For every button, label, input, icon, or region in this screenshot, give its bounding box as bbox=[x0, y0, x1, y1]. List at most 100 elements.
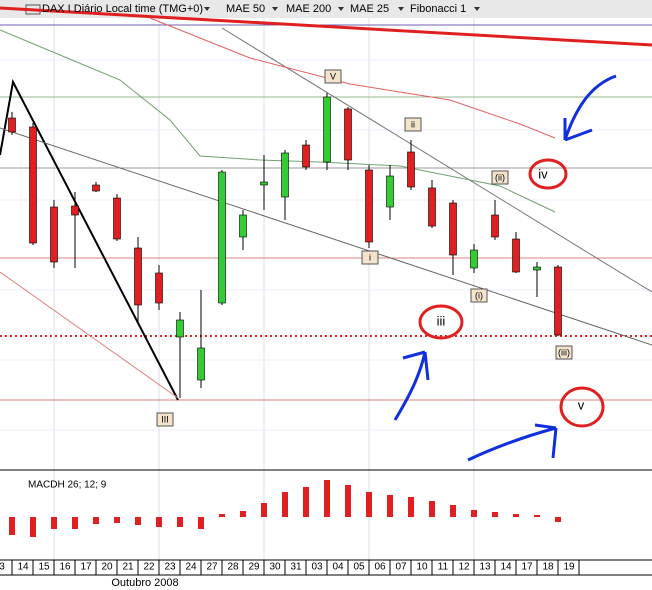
toolbar-item: Fibonacci 1 bbox=[410, 3, 466, 15]
macd-bar bbox=[51, 517, 57, 529]
circle-mark bbox=[559, 386, 605, 428]
macd-bar bbox=[177, 517, 183, 527]
macd-bar bbox=[135, 517, 141, 525]
macd-bar bbox=[387, 495, 393, 517]
candle-body bbox=[512, 238, 520, 273]
wave-label-box bbox=[156, 412, 174, 427]
macd-bar bbox=[72, 517, 78, 529]
toolbar-item: DAX I Diário Local time (TMG+0) bbox=[42, 3, 203, 15]
x-tick-label: 17 bbox=[80, 562, 92, 573]
x-tick-label: 22 bbox=[143, 562, 155, 573]
dropdown-arrow bbox=[338, 7, 344, 11]
candle-body bbox=[239, 214, 247, 238]
macd-bar bbox=[555, 517, 561, 522]
x-axis-label: Outubro 2008 bbox=[111, 577, 178, 589]
macd-bar bbox=[450, 505, 456, 517]
x-tick-label: 14 bbox=[500, 562, 512, 573]
x-tick-label: 10 bbox=[416, 562, 428, 573]
wave-label-box bbox=[361, 250, 379, 265]
candle-body bbox=[92, 184, 100, 192]
x-tick-label: 18 bbox=[542, 562, 554, 573]
toolbar-item: MAE 200 bbox=[286, 3, 331, 15]
trend-line bbox=[0, 6, 652, 47]
candle-body bbox=[134, 247, 142, 306]
macd-bar bbox=[324, 480, 330, 517]
macd-bar bbox=[303, 487, 309, 517]
candle-body bbox=[470, 249, 478, 269]
x-tick-label: 16 bbox=[59, 562, 71, 573]
candle-body bbox=[155, 272, 163, 304]
macd-bar bbox=[93, 517, 99, 524]
candle-body bbox=[449, 202, 457, 256]
macd-bar bbox=[30, 517, 36, 537]
candle-body bbox=[344, 108, 352, 161]
x-tick-label: 06 bbox=[374, 562, 386, 573]
wave-label: III bbox=[161, 414, 169, 424]
wave-label-box bbox=[470, 288, 488, 303]
arrow bbox=[393, 350, 430, 421]
trend-line bbox=[221, 27, 652, 293]
wave-label: iii bbox=[437, 313, 446, 328]
wave-label: iv bbox=[538, 166, 548, 181]
candle-body bbox=[323, 96, 331, 163]
toolbar bbox=[0, 0, 652, 18]
candle-body bbox=[176, 319, 184, 338]
wave-label: V bbox=[330, 71, 336, 81]
trend-line bbox=[0, 271, 179, 399]
candle-body bbox=[281, 152, 289, 198]
wave-line bbox=[0, 78, 179, 401]
candle-body bbox=[428, 187, 436, 227]
wave-label: v bbox=[578, 397, 585, 412]
circle-mark bbox=[528, 158, 568, 190]
wave-label: i bbox=[369, 252, 371, 262]
circle-mark bbox=[418, 304, 464, 340]
toolbar-item: MAE 50 bbox=[226, 3, 265, 15]
candle-body bbox=[8, 117, 16, 133]
candle-body bbox=[197, 347, 205, 381]
wave-label: ii bbox=[411, 119, 415, 129]
wave-label: (i) bbox=[475, 290, 483, 300]
candle-body bbox=[386, 175, 394, 208]
macd-bar bbox=[366, 492, 372, 517]
candle-body bbox=[533, 266, 541, 271]
macd-bar bbox=[513, 514, 519, 517]
macd-label: MACDH 26; 12; 9 bbox=[28, 480, 107, 491]
x-tick-label: 27 bbox=[206, 562, 218, 573]
wave-label-box bbox=[324, 69, 342, 84]
x-tick-label: 13 bbox=[479, 562, 491, 573]
wave-label-box bbox=[404, 117, 422, 132]
toolbar-item: MAE 25 bbox=[350, 3, 389, 15]
macd-bar bbox=[471, 510, 477, 517]
x-tick-label: 17 bbox=[521, 562, 533, 573]
x-tick-label: 05 bbox=[353, 562, 365, 573]
x-tick-label: 29 bbox=[248, 562, 260, 573]
macd-bar bbox=[492, 512, 498, 517]
dropdown-arrow bbox=[398, 7, 404, 11]
candle-body bbox=[260, 181, 268, 186]
wave-label: (ii) bbox=[495, 172, 505, 182]
x-tick-label: 24 bbox=[185, 562, 197, 573]
arrow bbox=[467, 423, 558, 462]
macd-bar bbox=[408, 497, 414, 517]
candle-body bbox=[407, 151, 415, 188]
wave-label: (iii) bbox=[558, 347, 570, 357]
dropdown-arrow bbox=[204, 7, 210, 11]
candle-body bbox=[491, 214, 499, 238]
candle-body bbox=[113, 197, 121, 240]
x-tick-label: 19 bbox=[563, 562, 575, 573]
candle-body bbox=[218, 171, 226, 304]
trend-line bbox=[0, 127, 652, 346]
macd-bar bbox=[282, 492, 288, 517]
dropdown-arrow bbox=[272, 7, 278, 11]
x-tick-label: 21 bbox=[122, 562, 134, 573]
candle-body bbox=[50, 206, 58, 263]
x-tick-label: 23 bbox=[164, 562, 176, 573]
x-tick-label: 28 bbox=[227, 562, 239, 573]
candle-body bbox=[71, 205, 79, 216]
x-tick-label: 15 bbox=[38, 562, 50, 573]
x-tick-label: 31 bbox=[290, 562, 302, 573]
macd-bar bbox=[114, 517, 120, 523]
macd-bar bbox=[534, 515, 540, 517]
x-tick-label: 30 bbox=[269, 562, 281, 573]
